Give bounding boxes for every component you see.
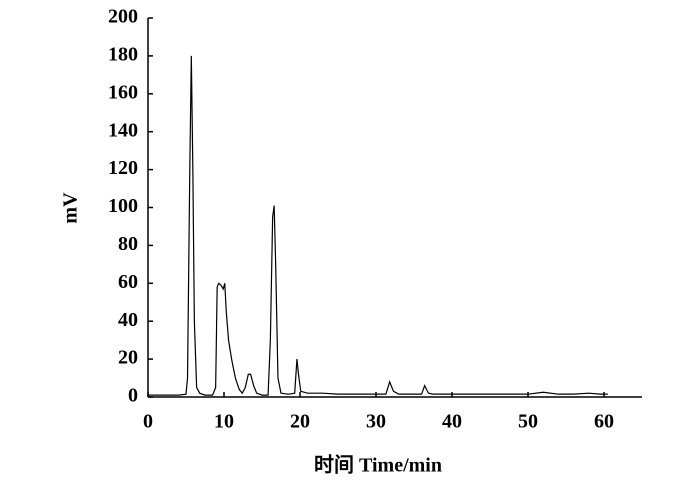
y-tick-label: 0: [128, 385, 138, 407]
y-tick-label: 120: [108, 157, 138, 179]
x-axis-label: 时间 Time/min: [314, 454, 442, 477]
x-tick-label: 20: [290, 411, 310, 433]
y-tick-label: 60: [118, 271, 138, 293]
x-tick-label: 30: [366, 411, 386, 433]
x-tick-label: 50: [518, 411, 538, 433]
y-tick-label: 20: [118, 347, 138, 369]
y-tick-label: 140: [108, 119, 138, 141]
x-tick-label: 40: [442, 411, 462, 433]
y-tick-label: 200: [108, 6, 138, 28]
y-axis-label: mV: [60, 192, 82, 224]
y-tick-label: 80: [118, 233, 138, 255]
y-tick-label: 180: [108, 43, 138, 65]
y-tick-label: 160: [108, 81, 138, 103]
y-tick-label: 40: [118, 309, 138, 331]
x-tick-label: 0: [143, 411, 153, 433]
x-tick-label: 10: [214, 411, 234, 433]
y-tick-label: 100: [108, 195, 138, 217]
chromatogram-line: [148, 55, 608, 396]
x-tick-label: 60: [594, 411, 614, 433]
